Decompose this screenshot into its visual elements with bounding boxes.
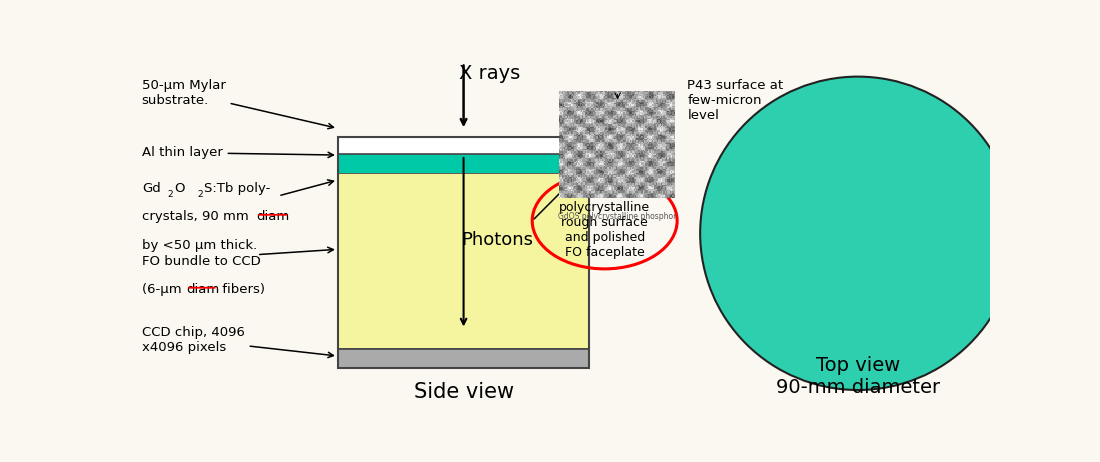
Ellipse shape: [700, 77, 1015, 390]
Text: O: O: [174, 182, 185, 195]
Bar: [338, 137, 590, 154]
Text: S:Tb poly-: S:Tb poly-: [204, 182, 271, 195]
Text: Gd: Gd: [142, 182, 161, 195]
Text: (6-µm: (6-µm: [142, 283, 186, 296]
Bar: [338, 137, 590, 369]
Bar: [338, 173, 590, 349]
Bar: [338, 154, 590, 173]
Text: 50-µm Mylar
substrate.: 50-µm Mylar substrate.: [142, 79, 333, 129]
Text: fibers): fibers): [218, 283, 265, 296]
Text: 2: 2: [197, 189, 202, 199]
Text: FO bundle to CCD: FO bundle to CCD: [142, 255, 261, 267]
Text: Interface of
polycrystalline
rough surface
and polished
FO faceplate: Interface of polycrystalline rough surfa…: [559, 186, 650, 259]
Text: 2: 2: [167, 189, 173, 199]
Text: P43 surface at
few-micron
level: P43 surface at few-micron level: [688, 79, 783, 122]
Text: Photons: Photons: [462, 231, 534, 249]
Text: GdOS polycrystalline phosphor: GdOS polycrystalline phosphor: [558, 212, 676, 221]
Text: by <50 µm thick.: by <50 µm thick.: [142, 239, 257, 252]
Text: Top view
90-mm diameter: Top view 90-mm diameter: [776, 356, 939, 397]
Bar: [338, 349, 590, 369]
Text: Side view: Side view: [414, 382, 514, 402]
Text: Al thin layer: Al thin layer: [142, 146, 333, 159]
Text: CCD chip, 4096
x4096 pixels: CCD chip, 4096 x4096 pixels: [142, 326, 333, 358]
Text: crystals, 90 mm: crystals, 90 mm: [142, 210, 253, 223]
Text: diam: diam: [186, 283, 219, 296]
Text: diam: diam: [256, 210, 289, 223]
Text: X rays: X rays: [459, 64, 520, 83]
